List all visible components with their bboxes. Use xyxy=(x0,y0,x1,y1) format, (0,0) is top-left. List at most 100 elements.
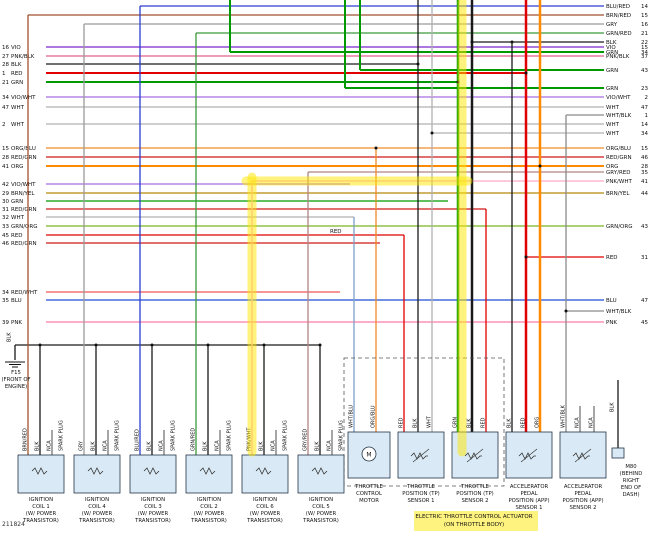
f15-label: F15 xyxy=(11,370,21,376)
right-wire-label: ORG xyxy=(606,164,618,170)
junction-dot xyxy=(374,146,378,150)
coil-symbol xyxy=(311,467,328,475)
sensor-label: SENSOR 1 xyxy=(408,498,435,504)
right-pin-number: 34 xyxy=(641,50,648,56)
right-wire-label: BLU/RED xyxy=(606,4,630,10)
left-wire-label: BLK xyxy=(11,62,22,68)
right-wire-label: WHT/BLK xyxy=(606,113,632,119)
m80-label: END OF xyxy=(621,485,641,491)
left-pin-number: 30 xyxy=(2,199,9,205)
motor-symbol xyxy=(361,446,377,462)
right-pin-number: 15 xyxy=(641,45,648,51)
pin-wire-label: SPARK PLUG xyxy=(171,420,177,451)
left-pin-number: 1 xyxy=(2,71,6,77)
sensor-label: SENSOR 2 xyxy=(462,498,489,504)
right-pin-number: 37 xyxy=(641,54,648,60)
junction-dot xyxy=(318,343,322,347)
diagram-code: 211824 xyxy=(2,521,25,528)
coil-symbol xyxy=(143,467,160,475)
pin-wire-label: NCA xyxy=(103,440,109,451)
pin-wire-label: RED xyxy=(481,417,487,428)
ignition-coil-box xyxy=(17,454,65,494)
coil-label: COIL 5 xyxy=(312,504,329,510)
coil-label: IGNITION xyxy=(141,497,165,503)
right-wire-label: BLU xyxy=(606,298,617,304)
right-pin-number: 28 xyxy=(641,164,648,170)
right-wire-label: GRN xyxy=(606,68,618,74)
junction-dot xyxy=(524,255,528,259)
right-wire-label: BRN/RED xyxy=(606,13,631,19)
pin-wire-label: BLK xyxy=(203,441,209,451)
sensor-label: POSITION (TP) xyxy=(456,491,493,497)
sensor-label: SENSOR 2 xyxy=(570,505,597,511)
right-wire-label: GRY/RED xyxy=(606,170,630,176)
right-wire-label: WHT/BLK xyxy=(606,309,632,315)
actuator-dashed-outline xyxy=(343,357,505,487)
f15-label: (FRONT OF xyxy=(1,377,30,383)
m80-label: (BEHIND xyxy=(620,471,643,477)
right-wire-label: GRY xyxy=(606,22,618,28)
right-pin-number: 15 xyxy=(641,146,648,152)
right-pin-number: 23 xyxy=(641,86,648,92)
left-pin-number: 39 xyxy=(2,320,9,326)
sensor-label: POSITION (APP) xyxy=(562,498,603,504)
pin-wire-label: RED xyxy=(399,417,405,428)
sensor-label: PEDAL xyxy=(574,491,591,497)
pin-wire-label: NCA xyxy=(159,440,165,451)
sensor-potentiometer-symbol xyxy=(518,452,536,460)
pin-wire-label: GRY xyxy=(79,440,85,451)
junction-dot xyxy=(262,343,266,347)
right-wire-label: ORG/BLU xyxy=(606,146,631,152)
left-pin-number: 45 xyxy=(2,233,9,239)
right-pin-number: 16 xyxy=(641,22,648,28)
coil-label: IGNITION xyxy=(309,497,333,503)
pin-wire-label: WHT/BLU xyxy=(349,405,355,428)
pin-wire-label: WHT xyxy=(427,415,433,428)
left-wire-label: RED/GRN xyxy=(11,207,37,213)
pin-wire-label: NCA xyxy=(271,440,277,451)
right-pin-number: 14 xyxy=(641,122,648,128)
pin-wire-label: NCA xyxy=(327,440,333,451)
left-wire-label: GRN xyxy=(11,80,23,86)
pin-wire-label: SPARK PLUG xyxy=(115,420,121,451)
sensor-label: SENSOR 1 xyxy=(516,505,543,511)
sensor-label: MOTOR xyxy=(359,498,379,504)
pin-wire-label: BLK xyxy=(91,441,97,451)
sensor-wiper-arrow xyxy=(574,448,592,463)
coil-label: IGNITION xyxy=(29,497,53,503)
right-wire-label: WHT xyxy=(606,122,620,128)
sensor-label: CONTROL xyxy=(356,491,382,497)
left-pin-number: 33 xyxy=(2,224,9,230)
left-pin-number: 46 xyxy=(2,241,9,247)
coil-label: TRANSISTOR) xyxy=(22,518,59,524)
right-wire-label: WHT xyxy=(606,105,620,111)
pin-wire-label: ORG xyxy=(535,417,541,428)
coil-label: TRANSISTOR) xyxy=(78,518,115,524)
sensor-wiper-arrow xyxy=(520,448,538,463)
pin-wire-label: ORG/BLU xyxy=(371,405,377,428)
sensor-potentiometer-symbol xyxy=(572,452,590,460)
coil-label: (W/ POWER xyxy=(250,511,281,517)
left-pin-number: 32 xyxy=(2,215,9,221)
coil-label: TRANSISTOR) xyxy=(246,518,283,524)
pin-wire-label: SPARK PLUG xyxy=(227,420,233,451)
left-wire-label: VIO xyxy=(11,45,21,51)
right-pin-number: 14 xyxy=(641,4,648,10)
sensor-label: THROTTLE xyxy=(460,484,489,490)
coil-label: (W/ POWER xyxy=(26,511,57,517)
right-wire-label: RED xyxy=(606,255,618,261)
junction-dot xyxy=(524,71,528,75)
m80-label: DASH) xyxy=(622,492,639,498)
left-wire-label: PNK xyxy=(11,320,22,326)
coil-label: TRANSISTOR) xyxy=(302,518,339,524)
right-wire-label: GRN xyxy=(606,86,618,92)
pin-wire-label: GRN/RED xyxy=(191,428,197,451)
pin-wire-label: BLK xyxy=(413,418,419,428)
right-pin-number: 31 xyxy=(641,255,648,261)
coil-label: TRANSISTOR) xyxy=(190,518,227,524)
left-pin-number: 42 xyxy=(2,182,9,188)
sensor-label: POSITION (APP) xyxy=(508,498,549,504)
right-wire-label: BRN/YEL xyxy=(606,191,630,197)
right-pin-number: 47 xyxy=(641,105,648,111)
